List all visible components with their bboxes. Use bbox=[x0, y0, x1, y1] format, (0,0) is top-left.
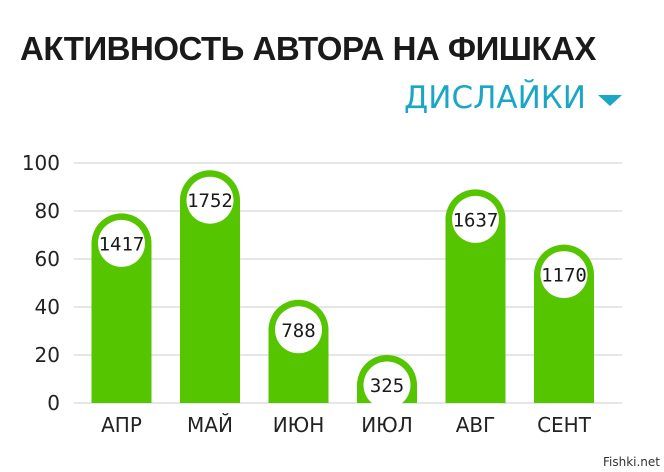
data-label-bubble bbox=[186, 176, 234, 224]
data-label-bubble bbox=[452, 195, 499, 243]
x-tick-label: ИЮЛ bbox=[361, 413, 413, 437]
data-label-bubble bbox=[540, 251, 588, 299]
grid-lines bbox=[74, 162, 622, 404]
y-tick-label: 0 bbox=[47, 391, 60, 415]
bar bbox=[445, 189, 506, 403]
data-label: 1752 bbox=[187, 190, 233, 212]
data-label: 1417 bbox=[99, 233, 145, 255]
x-tick-label: АВГ bbox=[456, 413, 496, 437]
metric-selector[interactable]: ДИСЛАЙКИ bbox=[404, 80, 622, 116]
y-tick-label: 20 bbox=[35, 343, 60, 367]
data-label-bubble bbox=[98, 219, 145, 267]
y-tick-label: 60 bbox=[35, 247, 60, 271]
metric-selector-label: ДИСЛАЙКИ bbox=[404, 80, 586, 116]
data-label: 788 bbox=[281, 320, 315, 342]
y-tick-label: 40 bbox=[35, 295, 60, 319]
caret-down-icon bbox=[598, 94, 622, 106]
data-label: 1637 bbox=[453, 209, 499, 231]
bar bbox=[180, 170, 240, 403]
y-tick-label: 100 bbox=[22, 151, 60, 175]
x-tick-label: АПР bbox=[101, 413, 142, 437]
watermark: Fishki.net bbox=[602, 455, 660, 469]
y-axis: 0 20 40 60 80 100 bbox=[22, 151, 60, 415]
y-tick-label: 80 bbox=[35, 199, 60, 223]
x-axis: АПР МАЙ ИЮН ИЮЛ АВГ СЕНТ bbox=[101, 413, 592, 437]
data-label-bubble bbox=[275, 306, 322, 354]
x-tick-label: МАЙ bbox=[187, 413, 233, 437]
data-label: 1170 bbox=[541, 265, 587, 287]
data-label-bubble bbox=[363, 361, 411, 409]
x-tick-label: ИЮН bbox=[273, 413, 325, 437]
x-tick-label: СЕНТ bbox=[537, 413, 592, 437]
bars: 1417 1752 788 325 1637 1170 bbox=[91, 170, 594, 409]
chart-title: АКТИВНОСТЬ АВТОРА НА ФИШКАХ bbox=[20, 30, 596, 67]
data-label: 325 bbox=[370, 375, 404, 397]
